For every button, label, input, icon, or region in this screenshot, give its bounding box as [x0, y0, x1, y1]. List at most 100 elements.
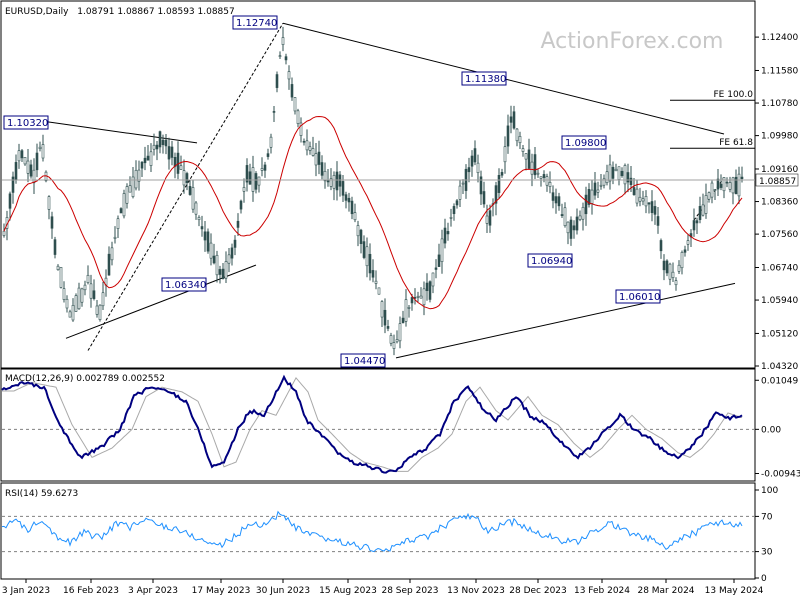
- candle-body: [716, 178, 720, 190]
- candle-body: [56, 265, 60, 271]
- candle-body: [398, 323, 402, 342]
- candle-body: [80, 288, 84, 303]
- candle-body: [134, 169, 138, 189]
- candle-body: [614, 168, 618, 172]
- rsi-tick-label: 70: [761, 512, 773, 522]
- candle-body: [545, 176, 549, 186]
- candle-body: [659, 240, 663, 252]
- price-annotation: 1.04470: [340, 353, 386, 368]
- candle-body: [95, 305, 99, 315]
- candle-body: [293, 97, 297, 112]
- candle-body: [584, 194, 588, 215]
- candle-body: [23, 157, 27, 165]
- candle-body: [254, 173, 258, 190]
- candle-body: [623, 165, 627, 185]
- candle-body: [677, 264, 681, 272]
- date-tick-label: 28 Sep 2023: [381, 586, 438, 596]
- candle-body: [557, 196, 561, 207]
- date-tick-label: 28 Mar 2024: [637, 586, 694, 596]
- candle-body: [431, 272, 435, 287]
- candle-body: [611, 166, 615, 179]
- price-annotation: 1.11380: [461, 71, 507, 86]
- candle-body: [266, 153, 270, 157]
- candle-body: [347, 197, 351, 203]
- macd-tick-label: -0.009435: [761, 469, 800, 479]
- candle-body: [11, 176, 15, 193]
- candle-body: [239, 200, 243, 210]
- candle-body: [269, 136, 273, 148]
- candle-body: [179, 165, 183, 170]
- candle-body: [554, 196, 558, 204]
- candle-body: [587, 189, 591, 205]
- candle-body: [593, 182, 597, 196]
- candle-body: [701, 204, 705, 216]
- candle-body: [287, 71, 291, 80]
- header-ohlc: 1.08791 1.08867 1.08593 1.08857: [77, 7, 234, 17]
- price-tick-label: 1.11580: [761, 66, 798, 76]
- candle-body: [203, 231, 207, 241]
- candle-body: [596, 189, 600, 193]
- candle-body: [161, 139, 165, 146]
- trend-line: [395, 282, 736, 359]
- watermark: ActionForex.com: [541, 29, 724, 54]
- candle-body: [65, 298, 69, 309]
- candle-body: [332, 175, 336, 189]
- candle-body: [461, 182, 465, 185]
- candle-body: [38, 146, 42, 150]
- candle-body: [197, 217, 201, 221]
- candle-body: [662, 260, 666, 271]
- candle-body: [476, 162, 480, 174]
- price-annotation: 1.09800: [561, 135, 607, 150]
- candle-body: [725, 181, 729, 184]
- candle-body: [209, 242, 213, 259]
- candle-body: [602, 178, 606, 186]
- candle-body: [437, 254, 441, 267]
- candle-body: [278, 55, 282, 57]
- candle-body: [362, 241, 366, 258]
- annotation-label: 1.06340: [165, 280, 206, 291]
- candle-body: [260, 168, 264, 171]
- candle-body: [323, 170, 327, 182]
- candle-body: [386, 326, 390, 329]
- candle-body: [185, 173, 189, 183]
- candle-body: [212, 255, 216, 264]
- candle-body: [686, 240, 690, 245]
- candle-body: [119, 208, 123, 214]
- candle-body: [683, 249, 687, 253]
- candle-body: [71, 305, 75, 321]
- candle-body: [290, 84, 294, 98]
- candle-body: [515, 128, 519, 142]
- candle-body: [92, 290, 96, 299]
- candle-body: [503, 146, 507, 163]
- rsi-title: RSI(14) 59.6273: [5, 489, 78, 499]
- candle-body: [539, 176, 543, 179]
- candle-body: [695, 220, 699, 224]
- rsi-panel-frame: [0, 482, 756, 580]
- candle-body: [635, 188, 639, 204]
- candle-body: [518, 136, 522, 144]
- candle-body: [296, 110, 300, 124]
- candle-body: [482, 191, 486, 205]
- candle-body: [650, 201, 654, 214]
- rsi-line: [1, 510, 743, 553]
- fe-level-label: FE 100.0: [714, 90, 754, 100]
- candle-body: [578, 215, 582, 220]
- annotation-box: [615, 289, 661, 304]
- price-annotation: 1.06940: [527, 253, 573, 268]
- candle-body: [641, 198, 645, 202]
- candle-body: [428, 281, 432, 300]
- candle-body: [62, 288, 66, 300]
- candle-body: [443, 227, 447, 244]
- candle-body: [122, 193, 126, 217]
- candle-body: [200, 226, 204, 230]
- candle-body: [566, 221, 570, 234]
- candle-body: [425, 282, 429, 292]
- candle-body: [272, 111, 276, 113]
- candle-body: [536, 172, 540, 175]
- price-tick-label: 1.05120: [761, 329, 798, 339]
- candle-body: [353, 212, 357, 221]
- annotation-label: 1.04470: [344, 356, 385, 367]
- candle-body: [53, 239, 57, 255]
- candle-body: [497, 175, 501, 193]
- candle-body: [572, 225, 576, 231]
